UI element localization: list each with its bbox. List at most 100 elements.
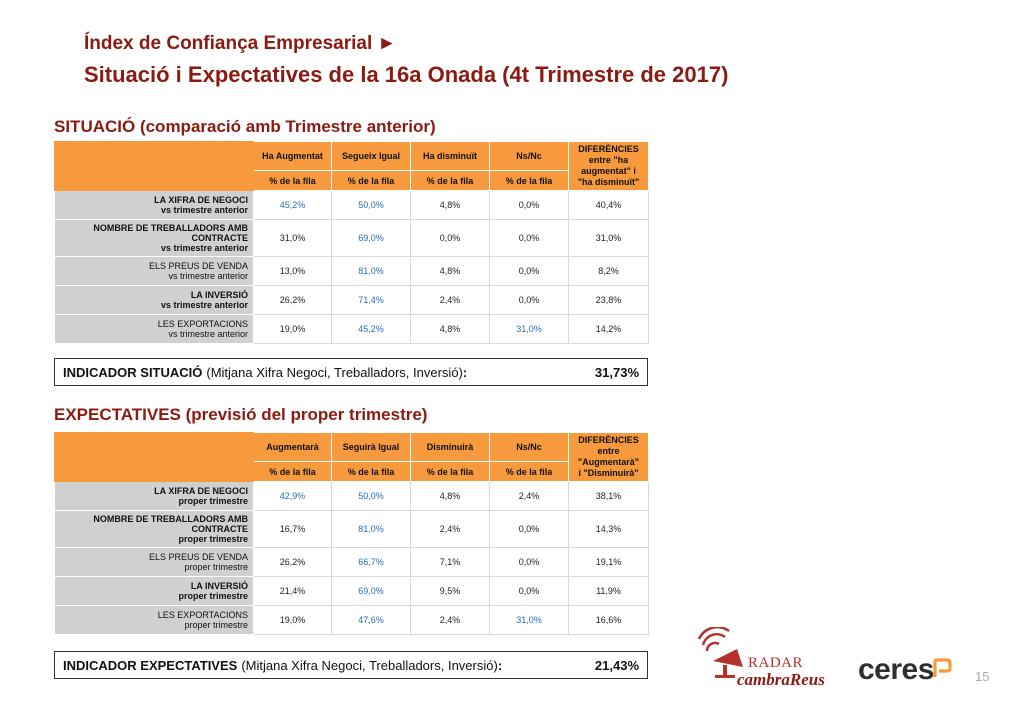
- table-cell: 26,2%: [253, 285, 332, 315]
- column-header: Disminuirà: [410, 432, 490, 462]
- table-cell: 21,4%: [253, 576, 332, 606]
- table-cell: 2,4%: [410, 285, 490, 315]
- column-header: Seguirà Igual: [331, 432, 411, 462]
- table-cell: 4,8%: [410, 314, 490, 344]
- diff-header-line: entre: [597, 446, 620, 456]
- radar-logo-text: RADAR: [748, 655, 804, 671]
- expectatives-table: Augmentarà Seguirà Igual Disminuirà Ns/Nc DI…: [54, 432, 649, 635]
- table-cell: 50,0%: [331, 190, 411, 220]
- header-corner-cell: [54, 141, 254, 191]
- column-header: Ns/Nc: [489, 141, 569, 171]
- row-label-line: CONTRACTE: [191, 524, 249, 534]
- table-cell: 31,0%: [568, 219, 649, 257]
- row-label-line: proper trimestre: [178, 496, 248, 506]
- table-cell: 0,0%: [489, 510, 569, 548]
- table-cell: 0,0%: [489, 219, 569, 257]
- table-cell: 38,1%: [568, 481, 649, 511]
- indicador-situacio: INDICADOR SITUACIÓ (Mitjana Xifra Negoci…: [54, 358, 648, 386]
- table-header-row: Ha Augmentat Segueix Igual Ha disminuït Ns/…: [54, 141, 649, 191]
- table-cell: 19,0%: [253, 314, 332, 344]
- table-cell: 31,0%: [489, 605, 569, 635]
- table-cell: 16,7%: [253, 510, 332, 548]
- row-label: LES EXPORTACIONS proper trimestre: [54, 605, 254, 635]
- table-row: LA XIFRA DE NEGOCI vs trimestre anterior 4…: [54, 190, 649, 220]
- row-label-line: proper trimestre: [178, 591, 248, 601]
- table-header-row: Augmentarà Seguirà Igual Disminuirà Ns/Nc DI…: [54, 432, 649, 482]
- row-label: NOMBRE DE TREBALLADORS AMB CONTRACTE vs tr…: [54, 219, 254, 257]
- table-cell: 13,0%: [253, 256, 332, 286]
- table-cell: 66,7%: [331, 547, 411, 577]
- table-cell: 4,8%: [410, 481, 490, 511]
- subheader-cell: % de la fila: [331, 461, 411, 482]
- row-label: LES EXPORTACIONS vs trimestre anterior: [54, 314, 254, 344]
- row-label-line: ELS PREUS DE VENDA: [148, 261, 248, 271]
- situacio-section-title: SITUACIÓ (comparació amb Trimestre anter…: [54, 117, 436, 136]
- row-label-line: proper trimestre: [184, 620, 248, 630]
- table-cell: 2,4%: [489, 481, 569, 511]
- diff-header-line: "Augmentarà": [577, 457, 640, 467]
- table-cell: 11,9%: [568, 576, 649, 606]
- table-cell: 31,0%: [489, 314, 569, 344]
- diff-column-header: DIFERÈNCIES entre "ha augmentat" i "ha dism…: [568, 141, 649, 191]
- table-row: ELS PREUS DE VENDA vs trimestre anterior 1…: [54, 256, 649, 286]
- subheader-cell: % de la fila: [331, 170, 411, 191]
- subheader-cell: % de la fila: [489, 461, 569, 482]
- table-cell: 42,9%: [253, 481, 332, 511]
- table-cell: 0,0%: [489, 285, 569, 315]
- table-cell: 69,0%: [331, 219, 411, 257]
- table-cell: 7,1%: [410, 547, 490, 577]
- subheader-cell: % de la fila: [253, 461, 332, 482]
- row-label-line: LA INVERSIÓ: [190, 581, 248, 591]
- table-cell: 0,0%: [410, 219, 490, 257]
- table-cell: 16,6%: [568, 605, 649, 635]
- table-cell: 45,2%: [253, 190, 332, 220]
- subheader-cell: % de la fila: [489, 170, 569, 191]
- table-row: ELS PREUS DE VENDA proper trimestre 26,2% 6…: [54, 547, 649, 577]
- table-cell: 69,0%: [331, 576, 411, 606]
- table-cell: 0,0%: [489, 256, 569, 286]
- row-label: LA XIFRA DE NEGOCI proper trimestre: [54, 481, 254, 511]
- table-cell: 14,3%: [568, 510, 649, 548]
- diff-header-line: "ha disminuït": [577, 177, 640, 187]
- indicator-label: INDICADOR EXPECTATIVES: [63, 657, 238, 673]
- row-label-line: proper trimestre: [184, 562, 248, 572]
- table-row: LES EXPORTACIONS vs trimestre anterior 19,…: [54, 314, 649, 344]
- page-subtitle: Índex de Confiança Empresarial ►: [84, 33, 397, 54]
- column-header: Augmentarà: [253, 432, 332, 462]
- table-cell: 0,0%: [489, 547, 569, 577]
- expectatives-section-title: EXPECTATIVES (previsió del proper trimes…: [54, 405, 428, 424]
- table-cell: 19,0%: [253, 605, 332, 635]
- column-header: Segueix Igual: [331, 141, 411, 171]
- row-label: NOMBRE DE TREBALLADORS AMB CONTRACTE prope…: [54, 510, 254, 548]
- table-row: LES EXPORTACIONS proper trimestre 19,0% 47,…: [54, 605, 649, 635]
- row-label-line: vs trimestre anterior: [168, 329, 248, 339]
- table-row: NOMBRE DE TREBALLADORS AMB CONTRACTE vs tr…: [54, 219, 649, 257]
- indicator-description: (Mitjana Xifra Negoci, Treballadors, Inv…: [241, 657, 498, 673]
- table-row: LA XIFRA DE NEGOCI proper trimestre 42,9% 5…: [54, 481, 649, 511]
- indicator-colon: :: [462, 364, 468, 380]
- table-cell: 47,6%: [331, 605, 411, 635]
- row-label-line: vs trimestre anterior: [168, 271, 248, 281]
- diff-header-line: entre "ha: [588, 155, 629, 165]
- diff-header-line: augmentat" i: [581, 166, 636, 176]
- row-label: ELS PREUS DE VENDA vs trimestre anterior: [54, 256, 254, 286]
- table-cell: 31,0%: [253, 219, 332, 257]
- table-cell: 50,0%: [331, 481, 411, 511]
- table-cell: 14,2%: [568, 314, 649, 344]
- page-number: 15: [975, 669, 990, 684]
- row-label-line: LA XIFRA DE NEGOCI: [154, 486, 248, 496]
- table-cell: 26,2%: [253, 547, 332, 577]
- table-cell: 4,8%: [410, 256, 490, 286]
- row-label-line: proper trimestre: [178, 534, 248, 544]
- column-header: Ha disminuït: [410, 141, 490, 171]
- header-corner-cell: [54, 432, 254, 482]
- indicator-colon: :: [497, 657, 503, 673]
- table-row: LA INVERSIÓ proper trimestre 21,4% 69,0% 9,5…: [54, 576, 649, 606]
- row-label-line: LA XIFRA DE NEGOCI: [154, 195, 248, 205]
- row-label-line: LA INVERSIÓ: [190, 290, 248, 300]
- row-label-line: vs trimestre anterior: [160, 205, 248, 215]
- table-cell: 81,0%: [331, 510, 411, 548]
- indicator-value: 21,43%: [594, 657, 639, 673]
- indicator-description: (Mitjana Xifra Negoci, Treballadors, Inv…: [206, 364, 463, 380]
- row-label-line: CONTRACTE: [191, 233, 249, 243]
